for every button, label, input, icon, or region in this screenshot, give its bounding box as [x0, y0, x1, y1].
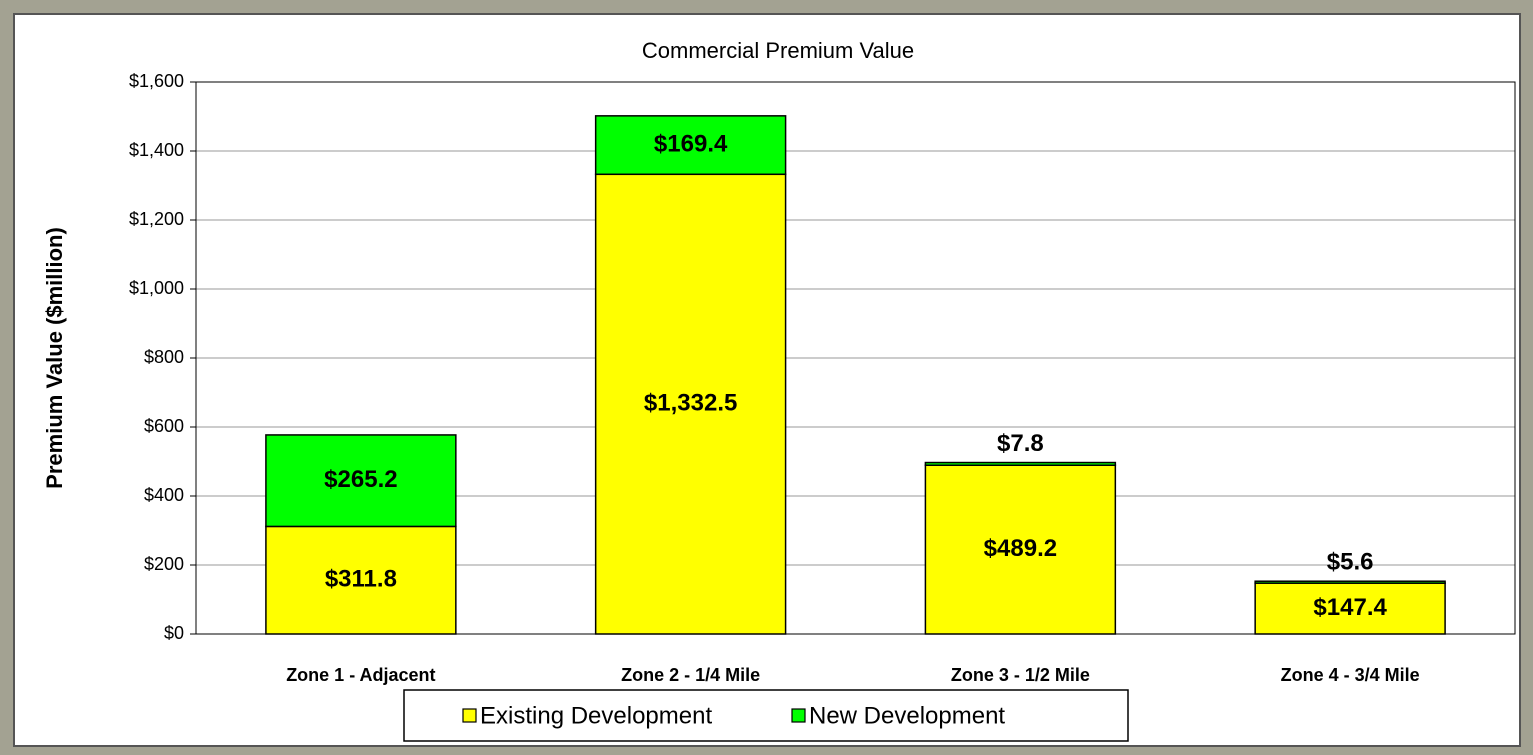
bar-segment	[594, 173, 787, 635]
data-label: $169.4	[654, 130, 728, 157]
y-tick-label: $400	[144, 485, 184, 505]
x-tick-label: Zone 4 - 3/4 Mile	[1281, 665, 1420, 685]
data-label: $489.2	[984, 535, 1057, 562]
legend-swatch	[791, 708, 806, 723]
chart-title: Commercial Premium Value	[642, 38, 914, 63]
y-tick-label: $1,000	[129, 278, 184, 298]
data-label: $5.6	[1327, 549, 1374, 576]
x-tick-label: Zone 3 - 1/2 Mile	[951, 665, 1090, 685]
legend-label: New Development	[809, 702, 1005, 729]
bar-segment	[265, 525, 457, 635]
y-tick-label: $1,200	[129, 209, 184, 229]
plot-frame	[195, 81, 1516, 635]
bar-segment	[924, 464, 1117, 635]
y-tick-label: $800	[144, 347, 184, 367]
data-label: $1,332.5	[644, 389, 737, 416]
data-label: $311.8	[325, 566, 397, 593]
y-tick-label: $1,400	[129, 140, 184, 160]
legend-swatch	[462, 708, 477, 723]
y-tick-label: $600	[144, 416, 184, 436]
bar-segment	[1254, 582, 1446, 635]
x-tick-label: Zone 1 - Adjacent	[286, 665, 435, 685]
bar-segment	[265, 434, 457, 528]
legend-label: Existing Development	[480, 702, 712, 729]
data-label: $265.2	[324, 466, 397, 493]
y-tick-label: $200	[144, 554, 184, 574]
data-label: $7.8	[997, 430, 1044, 457]
bar-segment	[594, 115, 787, 176]
bar-segment	[924, 461, 1117, 466]
bar-segment	[1254, 580, 1446, 584]
data-label: $147.4	[1313, 594, 1387, 621]
legend-box	[403, 689, 1129, 742]
x-tick-label: Zone 2 - 1/4 Mile	[621, 665, 760, 685]
y-tick-label: $1,600	[129, 71, 184, 91]
y-axis-label: Premium Value ($million)	[42, 227, 67, 489]
y-tick-label: $0	[164, 623, 184, 643]
